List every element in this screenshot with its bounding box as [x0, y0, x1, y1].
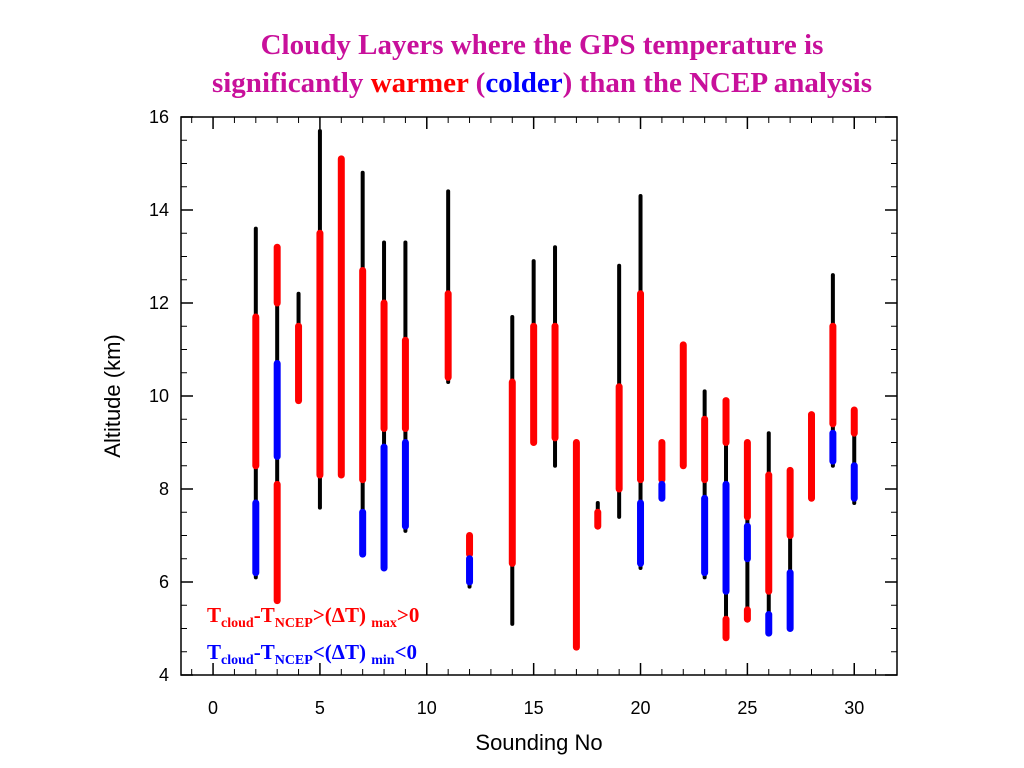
plot-frame: [180, 116, 898, 676]
y-axis-label: Altitude (km): [100, 334, 125, 457]
title-suffix: ) than the NCEP analysis: [562, 67, 873, 99]
chart-title-line1: Cloudy Layers where the GPS temperature …: [260, 29, 824, 61]
legend-colder-sub: min: [371, 653, 395, 668]
x-tick-label: 10: [417, 698, 437, 718]
legend-warmer-dash: -T: [254, 603, 275, 627]
legend-warmer: Tcloud-TNCEP>(ΔT) max>0: [207, 603, 419, 631]
y-tick-label: 4: [159, 665, 169, 685]
x-tick-label: 20: [631, 698, 651, 718]
y-tick-label: 12: [149, 293, 169, 313]
legend-colder-ncep: NCEP: [275, 653, 314, 668]
y-tick-label: 16: [149, 107, 169, 127]
y-tick-label: 6: [159, 572, 169, 592]
legend-colder-rel: <(ΔT): [313, 640, 371, 664]
x-tick-label: 0: [208, 698, 218, 718]
x-tick-label: 25: [737, 698, 757, 718]
legend-warmer-sub: max: [371, 616, 397, 631]
y-tick-label: 8: [159, 479, 169, 499]
title-colder: colder: [485, 67, 563, 99]
title-warmer: warmer: [370, 67, 469, 99]
legend-warmer-ncep: NCEP: [275, 616, 314, 631]
y-tick-label: 14: [149, 200, 169, 220]
legend-colder-t: T: [207, 640, 221, 664]
chart-title-line2: significantly warmer (colder) than the N…: [0, 64, 1024, 102]
x-tick-label: 15: [524, 698, 544, 718]
legend-warmer-t: T: [207, 603, 221, 627]
x-tick-label: 30: [844, 698, 864, 718]
title-open-paren: (: [468, 67, 486, 99]
axis-ticks: 4 6 8 10 12 14 16 0 5 10 15 20 25 30: [149, 107, 897, 718]
legend-warmer-rel: >(ΔT): [313, 603, 371, 627]
title-prefix: significantly: [211, 67, 371, 99]
chart-title: Cloudy Layers where the GPS temperature …: [0, 26, 1024, 102]
legend-colder-cmp: <0: [395, 640, 417, 664]
legend-colder-cloud: cloud: [221, 653, 254, 668]
legend-warmer-cmp: >0: [397, 603, 419, 627]
legend-colder: Tcloud-TNCEP<(ΔT) min<0: [207, 640, 417, 668]
x-axis-label: Sounding No: [475, 730, 602, 755]
legend-warmer-cloud: cloud: [221, 616, 254, 631]
y-tick-label: 10: [149, 386, 169, 406]
x-tick-label: 5: [315, 698, 325, 718]
layer-bars: [252, 128, 858, 651]
legend-colder-dash: -T: [254, 640, 275, 664]
